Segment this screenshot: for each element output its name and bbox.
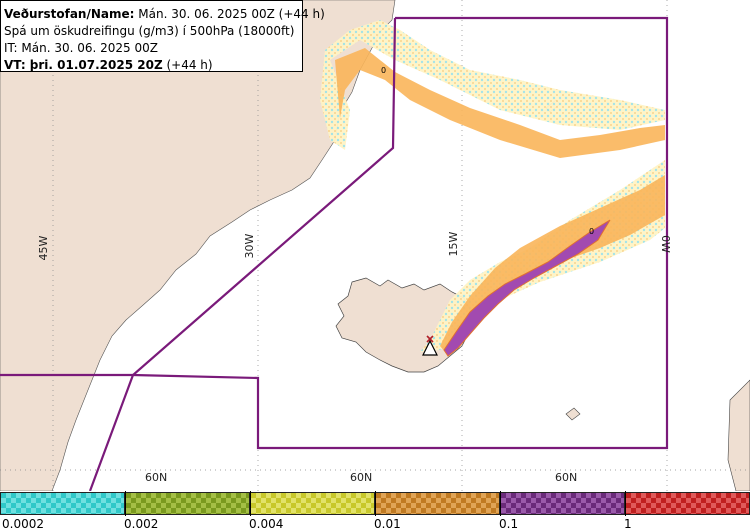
forecast-info-box: Veðurstofan/Name: Mán. 30. 06. 2025 00Z …: [0, 0, 325, 74]
legend-tick-0: 0.0002: [2, 517, 44, 531]
plume-marker-1: 0: [381, 66, 386, 75]
legend-tick-3: 0.01: [374, 517, 401, 531]
legend-swatch-2: [250, 492, 375, 515]
legend-tick-5: 1: [624, 517, 632, 531]
legend-tick-line: [125, 491, 126, 516]
legend-swatch-3: [375, 492, 500, 515]
lat-label-2: 60N: [350, 471, 372, 484]
lon-label-45w: 45W: [37, 235, 50, 260]
legend-tick-line: [375, 491, 376, 516]
info-valid-time-label: VT: þri. 01.07.2025 20Z: [4, 58, 163, 72]
lat-label-1: 60N: [145, 471, 167, 484]
legend-tick-4: 0.1: [499, 517, 519, 531]
info-line-4: VT: þri. 01.07.2025 20Z (+44 h): [4, 57, 302, 74]
lon-label-0w: 0W: [659, 235, 672, 253]
plume-purple-core: [443, 219, 611, 357]
lon-label-30w: 30W: [243, 233, 256, 258]
legend-swatch-5: [625, 492, 750, 515]
legend-tick-2: 0.004: [249, 517, 284, 531]
legend-tick-line: [500, 491, 501, 516]
legend-swatch-4: [500, 492, 625, 515]
legend-swatch-0: [0, 492, 125, 515]
lon-label-15w: 15W: [447, 231, 460, 256]
legend-tick-line: [250, 491, 251, 516]
plume-light-band: [320, 20, 665, 352]
lat-label-3: 60N: [555, 471, 577, 484]
airspace-boundary: [0, 16, 669, 492]
info-line-2: Spá um öskudreifingu (g/m3) í 500hPa (18…: [4, 24, 295, 38]
legend-swatch-1: [125, 492, 250, 515]
volcano-marker-icon: [422, 335, 438, 356]
info-line-1: Veðurstofan/Name: Mán. 30. 06. 2025 00Z …: [4, 6, 325, 23]
info-name-value: Mán. 30. 06. 2025 00Z (+44 h): [138, 7, 325, 21]
info-name-label: Veðurstofan/Name:: [4, 7, 135, 21]
info-line-3: IT: Mán. 30. 06. 2025 00Z: [4, 41, 158, 55]
concentration-legend: 0.0002 0.002 0.004 0.01 0.1 1: [0, 491, 750, 532]
legend-tick-1: 0.002: [124, 517, 159, 531]
info-valid-time-value: (+44 h): [166, 58, 213, 72]
legend-tick-line: [625, 491, 626, 516]
faroe-islands: [565, 407, 581, 421]
plume-marker-2: 0: [589, 227, 594, 236]
